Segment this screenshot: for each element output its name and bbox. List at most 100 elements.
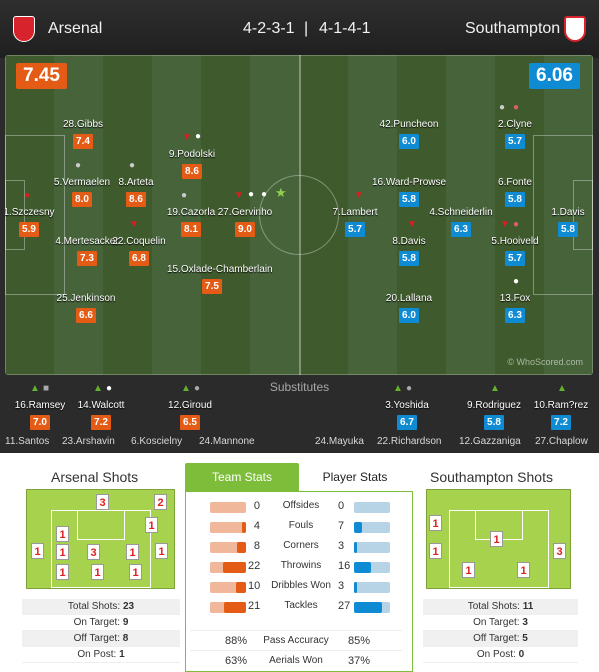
bench-player[interactable]: 12.Gazzaniga bbox=[459, 436, 521, 447]
player-rating: 7.2 bbox=[91, 415, 111, 430]
away-stat-bar bbox=[354, 582, 390, 593]
away-player[interactable]: 6.Fonte 5.8 bbox=[470, 177, 560, 207]
bench-player[interactable]: 23.Arshavin bbox=[62, 436, 115, 447]
player-rating: 5.8 bbox=[558, 222, 578, 237]
shot-zone-count: 2 bbox=[154, 494, 167, 510]
player-name: 28.Gibbs bbox=[62, 119, 104, 130]
player-rating: 6.7 bbox=[397, 415, 417, 430]
away-percent: 37% bbox=[348, 655, 371, 667]
home-player[interactable]: 27.Gervinho 9.0 bbox=[200, 207, 290, 237]
home-player[interactable]: 19.Cazorla 8.1 bbox=[146, 207, 236, 237]
player-rating: 6.3 bbox=[505, 308, 525, 323]
team-stat-row: 8 Corners 3 bbox=[190, 540, 402, 556]
shot-zone-count: 1 bbox=[429, 515, 442, 531]
stat-label: Dribbles Won bbox=[271, 580, 331, 591]
tab-team-stats[interactable]: Team Stats bbox=[185, 463, 299, 491]
player-rating: 6.0 bbox=[399, 308, 419, 323]
bench-player[interactable]: 6.Koscielny bbox=[131, 436, 183, 447]
bench-player[interactable]: 24.Mayuka bbox=[315, 436, 364, 447]
player-rating: 6.8 bbox=[129, 251, 149, 266]
assist-icon: ● bbox=[194, 383, 201, 394]
sub-off-arrow-icon: ▼ bbox=[407, 219, 417, 230]
southampton-crest-icon bbox=[564, 16, 586, 42]
percent-stat-row: 63% Aerials Won 37% bbox=[190, 650, 402, 670]
player-rating: 5.8 bbox=[505, 192, 525, 207]
player-name: 8.Davis bbox=[392, 236, 426, 247]
home-player[interactable]: 28.Gibbs 7.4 bbox=[38, 119, 128, 149]
off-target-row: Off Target: 5 bbox=[423, 631, 578, 647]
player-rating: 5.7 bbox=[505, 134, 525, 149]
home-player[interactable]: 9.Podolski 8.6 bbox=[147, 149, 237, 179]
home-player[interactable]: 15.Oxlade-Chamberlain 7.5 bbox=[167, 264, 273, 294]
away-stat-bar bbox=[354, 562, 390, 573]
away-stat-bar bbox=[354, 522, 390, 533]
player-rating: 8.6 bbox=[126, 192, 146, 207]
player-rating: 6.6 bbox=[76, 308, 96, 323]
away-player[interactable]: 16.Ward-Prowse 5.8 bbox=[364, 177, 454, 207]
away-team-name[interactable]: Southampton bbox=[465, 20, 561, 37]
player-name: 27.Gervinho bbox=[217, 207, 273, 218]
away-player[interactable]: 2.Clyne 5.7 bbox=[470, 119, 560, 149]
away-shots-title: Southampton Shots bbox=[430, 469, 553, 485]
away-player[interactable]: 20.Lallana 6.0 bbox=[364, 293, 454, 323]
home-player[interactable]: 5.Vermaelen 8.0 bbox=[37, 177, 127, 207]
captain-icon: ● bbox=[75, 160, 82, 171]
stats-section: Arsenal Shots Southampton Shots 3 2 1 1 … bbox=[0, 453, 599, 672]
player-name: 42.Puncheon bbox=[379, 119, 439, 130]
home-player[interactable]: 8.Arteta 8.6 bbox=[91, 177, 181, 207]
on-post-row: On Post: 1 bbox=[22, 647, 180, 663]
player-name: 25.Jenkinson bbox=[56, 293, 116, 304]
home-substitute[interactable]: 14.Walcott 7.2 bbox=[56, 400, 146, 430]
shot-zone-count: 1 bbox=[145, 517, 158, 533]
away-substitute[interactable]: 10.Ram?rez 7.2 bbox=[516, 400, 599, 430]
away-player[interactable]: 5.Hooiveld 5.7 bbox=[470, 236, 560, 266]
formation-separator: | bbox=[304, 20, 309, 37]
home-stat-value: 8 bbox=[253, 540, 260, 552]
home-player[interactable]: 25.Jenkinson 6.6 bbox=[41, 293, 131, 323]
away-player[interactable]: 8.Davis 5.8 bbox=[364, 236, 454, 266]
player-name: 1.Szczesny bbox=[5, 207, 55, 218]
home-player[interactable]: 22.Coquelin 6.8 bbox=[94, 236, 184, 266]
percent-label: Pass Accuracy bbox=[263, 635, 329, 646]
home-player[interactable]: 4.Mertesacker 7.3 bbox=[42, 236, 132, 266]
player-name: 19.Cazorla bbox=[166, 207, 216, 218]
bench-player[interactable]: 24.Mannone bbox=[199, 436, 255, 447]
stats-tabs: Team Stats Player Stats bbox=[185, 463, 409, 491]
red-card-icon: ● bbox=[24, 190, 31, 201]
percent-label: Aerials Won bbox=[269, 655, 323, 666]
goal-ball-icon: ● bbox=[513, 276, 520, 287]
goal-ball-icon: ● bbox=[195, 131, 202, 142]
away-player[interactable]: 4.Schneiderlin 6.3 bbox=[416, 207, 506, 237]
player-name: 3.Yoshida bbox=[385, 400, 429, 411]
home-team-name[interactable]: Arsenal bbox=[48, 20, 103, 37]
tab-player-stats[interactable]: Player Stats bbox=[322, 470, 388, 484]
home-shot-stats: Total Shots: 23 On Target: 9 Off Target:… bbox=[22, 599, 180, 663]
home-percent: 88% bbox=[225, 635, 248, 647]
player-rating: 7.5 bbox=[202, 279, 222, 294]
bench-player[interactable]: 11.Santos bbox=[5, 436, 50, 447]
player-name: 9.Rodriguez bbox=[467, 400, 521, 411]
away-stat-value: 27 bbox=[338, 600, 351, 612]
player-name: 10.Ram?rez bbox=[533, 400, 589, 411]
away-substitute[interactable]: 3.Yoshida 6.7 bbox=[362, 400, 452, 430]
home-stat-bar-fill bbox=[224, 602, 246, 613]
home-substitute[interactable]: 16.Ramsey 7.0 bbox=[0, 400, 85, 430]
home-stat-bar bbox=[210, 582, 246, 593]
away-shot-stats: Total Shots: 11 On Target: 3 Off Target:… bbox=[423, 599, 578, 663]
player-rating: 5.7 bbox=[505, 251, 525, 266]
on-target-row: On Target: 9 bbox=[22, 615, 180, 631]
bench-player[interactable]: 22.Richardson bbox=[377, 436, 442, 447]
player-rating: 7.3 bbox=[77, 251, 97, 266]
player-rating: 8.1 bbox=[181, 222, 201, 237]
away-player[interactable]: 7.Lambert 5.7 bbox=[310, 207, 400, 237]
captain-icon: ● bbox=[499, 102, 506, 113]
away-player[interactable]: 1.Davis 5.8 bbox=[523, 207, 593, 237]
home-substitute[interactable]: 12.Giroud 6.5 bbox=[145, 400, 235, 430]
player-name: 15.Oxlade-Chamberlain bbox=[167, 264, 273, 275]
player-rating: 5.8 bbox=[484, 415, 504, 430]
away-player[interactable]: 42.Puncheon 6.0 bbox=[364, 119, 454, 149]
away-player[interactable]: 13.Fox 6.3 bbox=[470, 293, 560, 323]
away-substitute[interactable]: 9.Rodriguez 5.8 bbox=[449, 400, 539, 430]
bench-player[interactable]: 27.Chaplow bbox=[535, 436, 588, 447]
home-player[interactable]: 1.Szczesny 5.9 bbox=[5, 207, 74, 237]
